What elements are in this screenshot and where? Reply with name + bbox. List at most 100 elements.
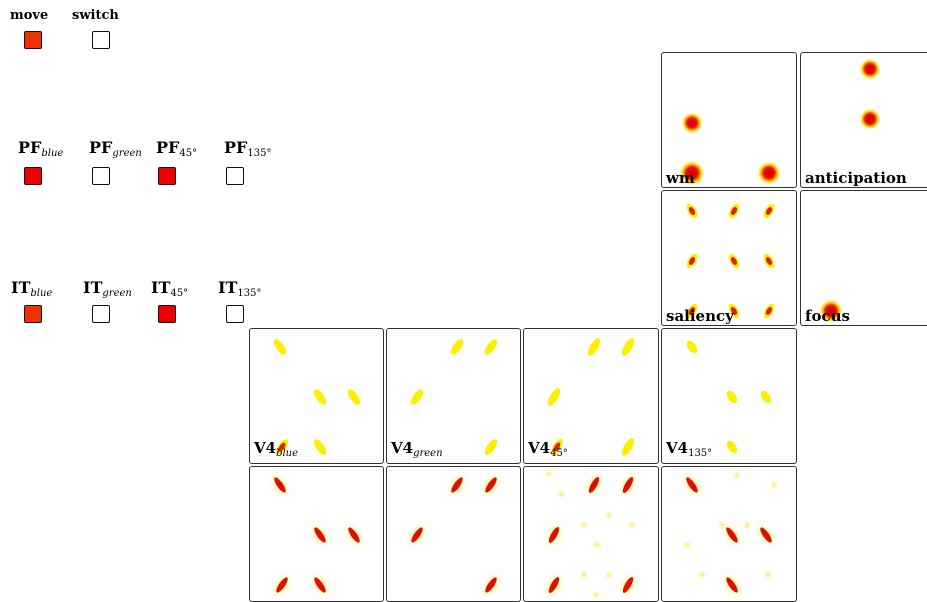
p-v4b-canvas	[273, 339, 361, 455]
p-inb-canvas	[268, 471, 366, 599]
input-dot	[544, 469, 554, 479]
input-dot	[579, 520, 589, 530]
it-45-label: IT45°	[151, 278, 189, 300]
input-bar	[726, 527, 738, 543]
input-bar	[485, 477, 497, 493]
p-in45-canvas	[543, 469, 639, 600]
switch-unit	[92, 31, 110, 49]
it-135-unit	[226, 305, 244, 323]
input-45-map	[523, 466, 659, 602]
v4-blue-map: V4blue	[249, 328, 384, 464]
input-dot	[604, 570, 614, 580]
activation-blob	[819, 299, 843, 323]
p-ant-canvas	[859, 58, 881, 130]
input-bar	[622, 477, 634, 493]
feature-blob	[621, 438, 635, 456]
activation-blob	[859, 108, 881, 130]
pf-green-label: PFgreen	[89, 138, 142, 160]
input-bar	[314, 527, 326, 543]
feature-blob	[726, 440, 738, 454]
saliency-map-label: saliency	[666, 307, 734, 325]
it-green-unit	[92, 305, 110, 323]
v4-45-map-label: V445°	[528, 439, 568, 459]
focus-map-label: focus	[805, 307, 850, 325]
v4-135-map: V4135°	[661, 328, 797, 464]
saliency-map: saliency	[661, 190, 797, 326]
feature-blob	[686, 340, 698, 354]
input-bar	[348, 527, 360, 543]
move-label: move	[10, 8, 49, 23]
input-dot	[591, 590, 601, 600]
it-green-label: ITgreen	[83, 278, 132, 300]
v4-green-map-label: V4green	[391, 439, 443, 459]
input-dot	[579, 570, 589, 580]
feature-blob	[313, 439, 327, 455]
p-foc-canvas	[819, 299, 843, 323]
input-bar	[485, 577, 497, 593]
v4-135-map-label: V4135°	[666, 439, 713, 459]
input-dot	[717, 520, 727, 530]
p-v4g-canvas	[410, 339, 498, 455]
p-v445-canvas	[547, 338, 635, 456]
anticipation-map-label: anticipation	[805, 169, 907, 187]
it-45-unit	[158, 305, 176, 323]
pf-135-label: PF135°	[224, 138, 272, 160]
input-bar	[588, 477, 600, 493]
feature-blob	[273, 339, 287, 355]
feature-blob	[760, 390, 772, 404]
feature-blob	[547, 388, 561, 406]
feature-blob	[450, 339, 464, 355]
input-dot	[682, 540, 692, 550]
input-bar	[276, 577, 288, 593]
v4-blue-map-label: V4blue	[254, 439, 299, 459]
input-blue-map	[249, 466, 384, 602]
input-bar	[451, 477, 463, 493]
it-blue-label: ITblue	[11, 278, 53, 300]
input-dot	[604, 510, 614, 520]
input-dot	[556, 489, 566, 499]
activation-blob	[757, 161, 781, 185]
pf-blue-label: PFblue	[18, 138, 64, 160]
wm-map-label: wm	[666, 169, 695, 187]
input-dot	[769, 480, 779, 490]
input-bar	[274, 477, 286, 493]
it-135-label: IT135°	[218, 278, 262, 300]
p-wm-canvas	[679, 112, 781, 186]
feature-blob	[587, 338, 601, 356]
pf-45-label: PF45°	[156, 138, 198, 160]
input-bar	[760, 527, 772, 543]
input-dot	[763, 570, 773, 580]
pf-green-unit	[92, 167, 110, 185]
p-in135-canvas	[680, 470, 779, 599]
pf-45-unit	[158, 167, 176, 185]
v4-green-map: V4green	[386, 328, 521, 464]
wm-map: wm	[661, 52, 797, 188]
feature-blob	[347, 389, 361, 405]
input-dot	[742, 520, 752, 530]
switch-label: switch	[72, 8, 119, 23]
activation-blob	[679, 160, 705, 186]
feature-blob	[621, 338, 635, 356]
feature-blob	[726, 390, 738, 404]
it-blue-unit	[24, 305, 42, 323]
focus-map: focus	[800, 190, 927, 326]
input-bar	[548, 527, 560, 543]
activation-blob	[859, 58, 881, 80]
p-ing-canvas	[405, 471, 503, 599]
input-bar	[622, 577, 634, 593]
feature-blob	[484, 339, 498, 355]
p-sal-canvas	[686, 203, 775, 319]
input-bar	[686, 477, 698, 493]
v4-45-map: V445°	[523, 328, 659, 464]
activation-blob	[681, 112, 703, 134]
input-bar	[314, 577, 326, 593]
input-bar	[411, 527, 423, 543]
input-dot	[592, 540, 602, 550]
input-bar	[726, 577, 738, 593]
pf-blue-unit	[24, 167, 42, 185]
input-dot	[697, 570, 707, 580]
input-dot	[627, 520, 637, 530]
feature-blob	[313, 389, 327, 405]
pf-135-unit	[226, 167, 244, 185]
input-bar	[548, 577, 560, 593]
